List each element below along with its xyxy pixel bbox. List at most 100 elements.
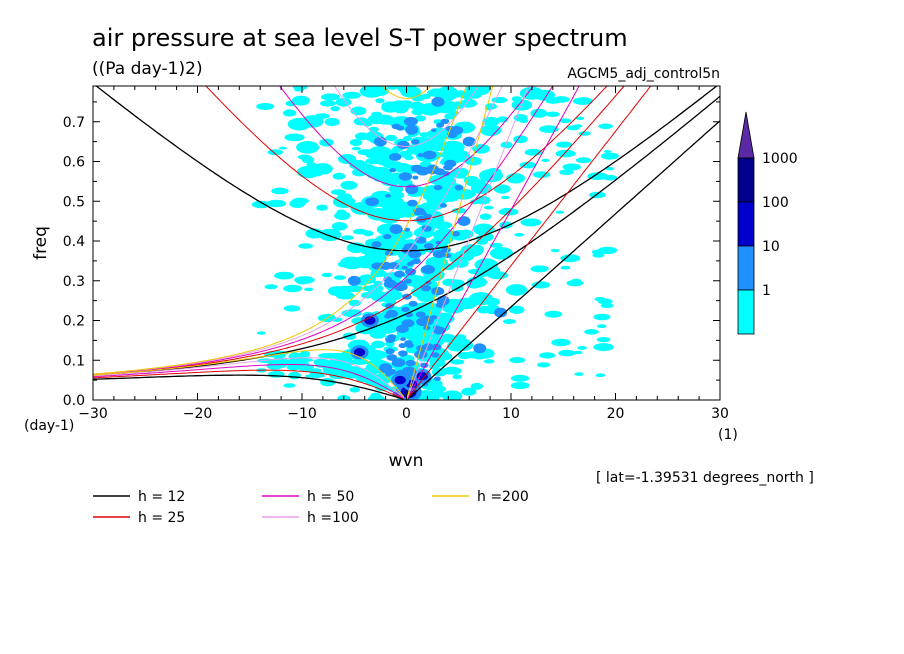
spectrum-cell [330,106,340,112]
spectrum-cell [595,373,606,378]
spectrum-cell [384,120,398,125]
spectrum-cell [598,246,618,255]
spectrum-cell [493,184,511,194]
y-tick-label: 0.2 [63,314,85,330]
spectrum-cell [480,124,502,137]
colorbar-level-label: 10 [762,239,780,255]
spectrum-cell [381,200,403,212]
x-tick-label: 20 [607,406,625,422]
spectrum-blob [426,164,440,175]
spectrum-cell [324,117,340,127]
spectrum-cell [510,382,530,390]
spectrum-cell [396,125,405,131]
rossby1-curve-0 [93,374,405,400]
spectrum-cell [593,313,611,321]
spectrum-cell [299,142,309,146]
colorbar-level-label: 1000 [762,151,798,167]
spectrum-cell [414,350,428,359]
y-tick-label: 0.1 [63,353,85,369]
spectrum-cell [385,194,391,198]
spectrum-cell [592,253,605,258]
spectrum-cell [251,200,271,209]
spectrum-cell [352,228,368,235]
spectrum-cell [264,284,278,290]
spectrum-cell [349,139,363,146]
spectrum-cell [584,329,599,335]
y-unit-label: (day-1) [24,418,74,434]
spectrum-cell [365,197,379,206]
spectrum-cell [391,101,410,113]
spectrum-cell [559,118,572,123]
spectrum-cell [354,132,370,141]
spectrum-cell [328,358,344,365]
spectrum-cell [476,305,491,314]
ig1-curve-4 [381,86,432,100]
spectrum-cell [469,244,484,253]
spectrum-cell [351,358,369,365]
ig1-curve-2 [279,86,534,188]
spectrum-blob [405,124,419,135]
spectrum-cell [430,128,437,132]
spectrum-cell [431,343,442,351]
spectrum-cell [432,250,446,259]
spectrum-cell [562,163,581,171]
spectrum-cell [422,150,437,160]
spectrum-cell [330,189,346,196]
spectrum-cell [500,141,513,149]
spectrum-blob [494,307,508,318]
spectrum-cell [550,248,560,253]
eig0-curve-3 [93,86,503,375]
latitude-annotation: [ lat=-1.39531 degrees_north ] [596,470,814,486]
spectrum-cell [401,306,410,313]
spectrum-cell [348,299,361,307]
spectrum-cell [431,352,440,358]
spectrum-cell [539,125,559,133]
spectrum-cell [485,297,500,306]
spectrum-cell [340,180,358,190]
spectrum-blob [457,216,471,227]
spectrum-cell [411,139,420,145]
spectrum-cell [346,367,363,374]
spectrum-cell [530,108,548,118]
spectrum-cell [445,279,465,287]
spectrum-cell [334,211,351,221]
spectrum-cell [257,331,266,335]
spectrum-cell [596,337,611,343]
spectrum-cell [349,387,360,393]
spectrum-cell [256,103,275,110]
spectrum-cell [600,152,619,160]
spectrum-cell [296,141,320,154]
spectrum-cell [382,161,404,169]
y-tick-label: 0.6 [63,155,85,171]
spectrum-cell [449,255,467,263]
spectrum-cell [441,390,463,400]
spectrum-cell [566,279,584,287]
spectrum-cell [341,235,354,241]
spectrum-cell [291,197,309,205]
spectrum-cell [451,101,466,109]
spectrum-cell [283,109,297,117]
spectrum-cell [385,336,396,343]
spectrum-cell [313,358,330,366]
spectrum-cell [404,278,412,284]
spectrum-cell [266,199,287,208]
spectrum-cell [506,173,526,184]
spectrum-cell [433,184,443,191]
eig0-curve-1 [93,86,625,376]
spectrum-cell [385,134,397,141]
x-axis-label: wvn [389,451,424,471]
spectrum-cell [396,140,410,150]
spectrum-cell [500,195,510,200]
spectrum-blob-core [394,375,406,385]
y-tick-label: 0.3 [63,274,85,290]
spectrum-cell [365,363,380,370]
spectrum-cell [513,135,528,144]
rossby1-curve-2 [93,364,405,399]
spectrum-blob [347,275,361,286]
spectrum-cell [388,191,405,200]
rossby1-curve-1 [93,369,405,400]
spectrum-cell [551,338,571,347]
spectrum-cell [283,383,296,388]
spectrum-cell [431,221,453,230]
spectrum-cell [419,210,427,216]
